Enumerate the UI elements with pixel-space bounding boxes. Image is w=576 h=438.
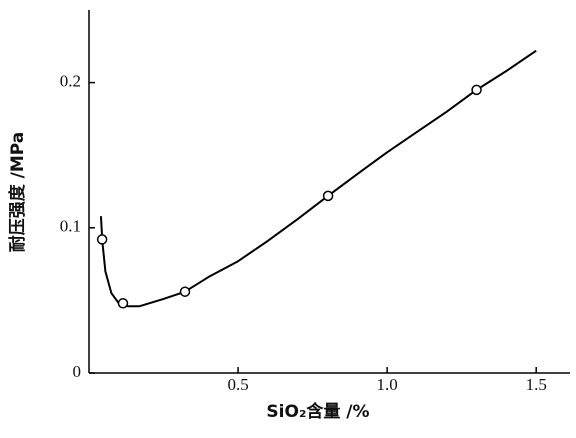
y-tick-label: 0.2 bbox=[60, 72, 81, 91]
x-tick-label: 1.0 bbox=[377, 375, 398, 394]
y-tick-label: 0.1 bbox=[60, 217, 81, 236]
x-tick-label: 1.5 bbox=[526, 375, 547, 394]
marker bbox=[322, 190, 334, 202]
marker bbox=[117, 298, 129, 309]
line bbox=[99, 49, 537, 308]
marker bbox=[179, 286, 191, 297]
y-tick-label: 0 bbox=[73, 362, 82, 381]
y-axis-title: 耐压强度 /MPa bbox=[7, 132, 28, 253]
x-axis-title: SiO₂含量 /% bbox=[266, 401, 369, 422]
marker bbox=[471, 84, 482, 96]
x-tick-label: 0.5 bbox=[227, 375, 248, 394]
marker bbox=[96, 234, 108, 245]
